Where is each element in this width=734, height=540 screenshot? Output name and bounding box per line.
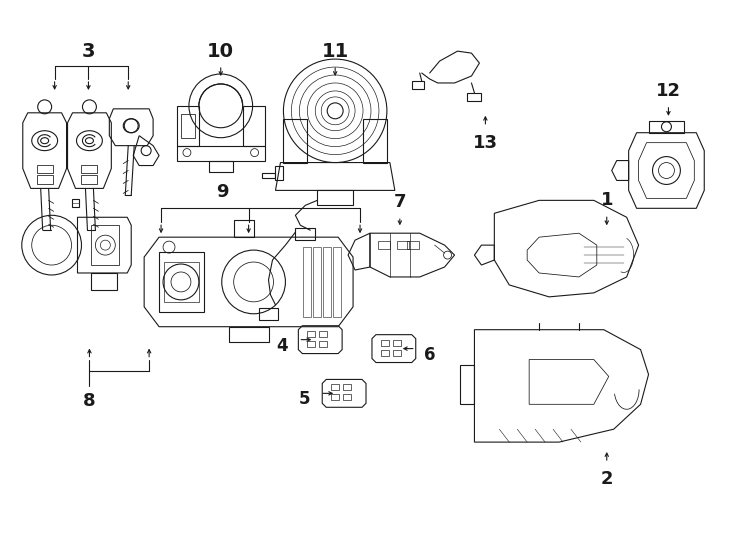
Text: 1: 1 <box>600 191 613 210</box>
Text: 7: 7 <box>393 193 406 211</box>
Text: 10: 10 <box>207 42 234 60</box>
Text: 3: 3 <box>81 42 95 60</box>
Text: 2: 2 <box>600 470 613 488</box>
Text: 13: 13 <box>473 134 498 152</box>
Text: 11: 11 <box>321 42 349 60</box>
Text: 12: 12 <box>656 82 681 100</box>
Text: 8: 8 <box>83 393 95 410</box>
Text: 4: 4 <box>277 336 288 355</box>
Text: 5: 5 <box>299 390 310 408</box>
Text: 9: 9 <box>217 184 229 201</box>
Text: 6: 6 <box>424 346 435 363</box>
